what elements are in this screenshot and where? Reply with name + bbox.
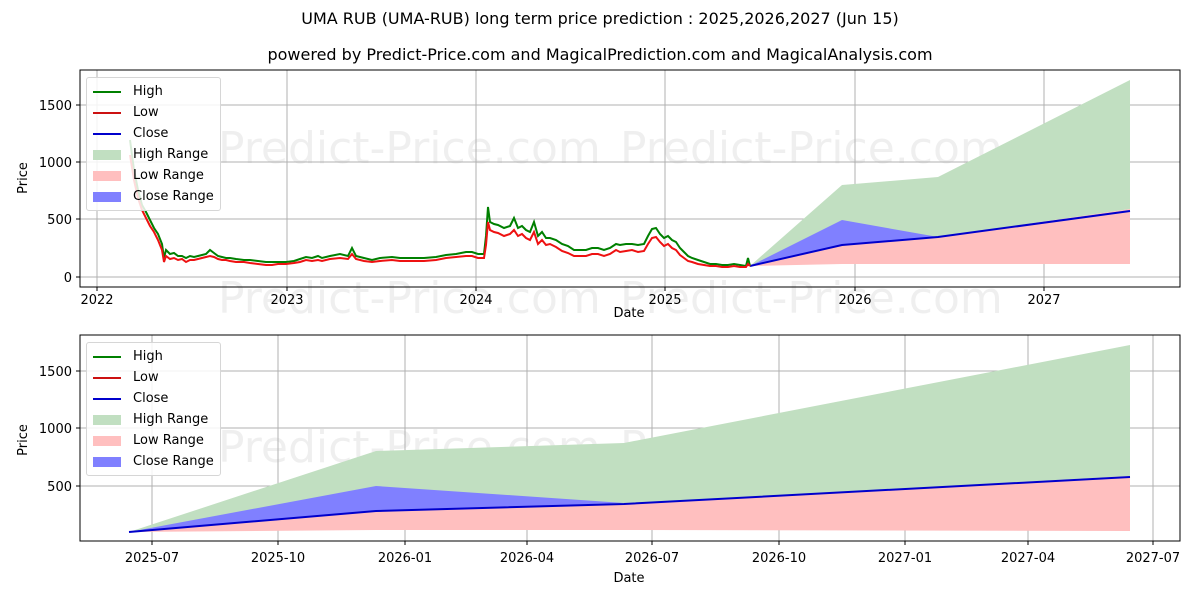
x-tick: 2025 <box>648 293 681 308</box>
close-forecast-line <box>749 210 1131 267</box>
x-tick: 2022 <box>80 293 113 308</box>
legend-swatch-low-range <box>93 435 121 446</box>
legend-item-high-range: High Range <box>93 409 214 430</box>
x-axis-label: Date <box>613 306 644 321</box>
legend-swatch-low-range <box>93 170 121 181</box>
watermark: Predict-Price.com <box>620 273 1003 324</box>
y-axis-label: Price <box>16 162 31 194</box>
y-tick: 1000 <box>39 422 72 437</box>
legend-swatch-close <box>93 132 121 135</box>
legend-label: High Range <box>133 412 209 427</box>
x-tick: 2027-04 <box>1001 551 1055 566</box>
legend-label: Low Range <box>133 433 204 448</box>
x-tick: 2027-07 <box>1126 551 1180 566</box>
y-tick: 1500 <box>39 365 72 380</box>
legend-item-close-range: Close Range <box>93 186 214 207</box>
watermark: Predict-Price.com <box>218 273 601 324</box>
y-tick: 1500 <box>39 99 72 114</box>
y-tick: 500 <box>47 213 72 228</box>
chart-title: UMA RUB (UMA-RUB) long term price predic… <box>301 9 899 28</box>
high-line <box>129 139 751 268</box>
x-axis-label: Date <box>613 571 644 586</box>
legend-item-low-range: Low Range <box>93 430 214 451</box>
low-line <box>129 154 751 268</box>
legend-swatch-high-range <box>93 149 121 160</box>
bottom-chart: Predict-Price.com Predict-Price.com <box>16 334 1181 586</box>
legend-item-high: High <box>93 346 214 367</box>
x-tick: 2025-07 <box>125 551 179 566</box>
high-range-area <box>750 80 1130 266</box>
x-tick: 2027 <box>1027 293 1060 308</box>
legend-label: High Range <box>133 147 209 162</box>
legend-label: Low <box>133 370 159 385</box>
x-tick: 2026-10 <box>752 551 806 566</box>
legend-item-high: High <box>93 81 214 102</box>
legend-item-low: Low <box>93 367 214 388</box>
legend-label: Close Range <box>133 454 214 469</box>
legend-swatch-high-range <box>93 414 121 425</box>
legend-label: Low Range <box>133 168 204 183</box>
x-tick: 2024 <box>459 293 492 308</box>
x-tick: 2023 <box>270 293 303 308</box>
legend-swatch-close-range <box>93 456 121 467</box>
legend-swatch-high <box>93 355 121 358</box>
legend-bottom: High Low Close High Range Low Range Clos… <box>86 342 221 476</box>
y-axis-label: Price <box>16 424 31 456</box>
x-tick: 2027-01 <box>878 551 932 566</box>
legend-item-low: Low <box>93 102 214 123</box>
close-forecast-line <box>128 476 1131 533</box>
legend-top: High Low Close High Range Low Range Clos… <box>86 77 221 211</box>
legend-label: High <box>133 349 163 364</box>
y-tick: 0 <box>64 271 72 286</box>
x-tick: 2026-04 <box>500 551 554 566</box>
legend-swatch-low <box>93 111 121 114</box>
y-tick: 1000 <box>39 156 72 171</box>
watermark: Predict-Price.com <box>620 123 1003 174</box>
legend-item-low-range: Low Range <box>93 165 214 186</box>
y-tick: 500 <box>47 480 72 495</box>
legend-label: Close Range <box>133 189 214 204</box>
legend-item-close-range: Close Range <box>93 451 214 472</box>
legend-swatch-low <box>93 376 121 379</box>
legend-swatch-close <box>93 397 121 400</box>
bottom-axes-frame <box>79 334 1181 542</box>
top-axes-frame <box>79 69 1181 288</box>
high-range-area <box>129 345 1130 532</box>
x-tick: 2026-07 <box>625 551 679 566</box>
legend-label: High <box>133 84 163 99</box>
x-tick: 2025-10 <box>251 551 305 566</box>
chart-subtitle: powered by Predict-Price.com and Magical… <box>267 45 933 64</box>
legend-swatch-high <box>93 90 121 93</box>
watermark: Predict-Price.com <box>218 123 601 174</box>
legend-item-close: Close <box>93 388 214 409</box>
legend-label: Close <box>133 126 169 141</box>
x-tick: 2026 <box>838 293 871 308</box>
legend-item-close: Close <box>93 123 214 144</box>
legend-item-high-range: High Range <box>93 144 214 165</box>
legend-swatch-close-range <box>93 191 121 202</box>
top-chart: Predict-Price.com Predict-Price.com Pred… <box>16 69 1181 324</box>
x-tick: 2026-01 <box>378 551 432 566</box>
legend-label: Close <box>133 391 169 406</box>
legend-label: Low <box>133 105 159 120</box>
